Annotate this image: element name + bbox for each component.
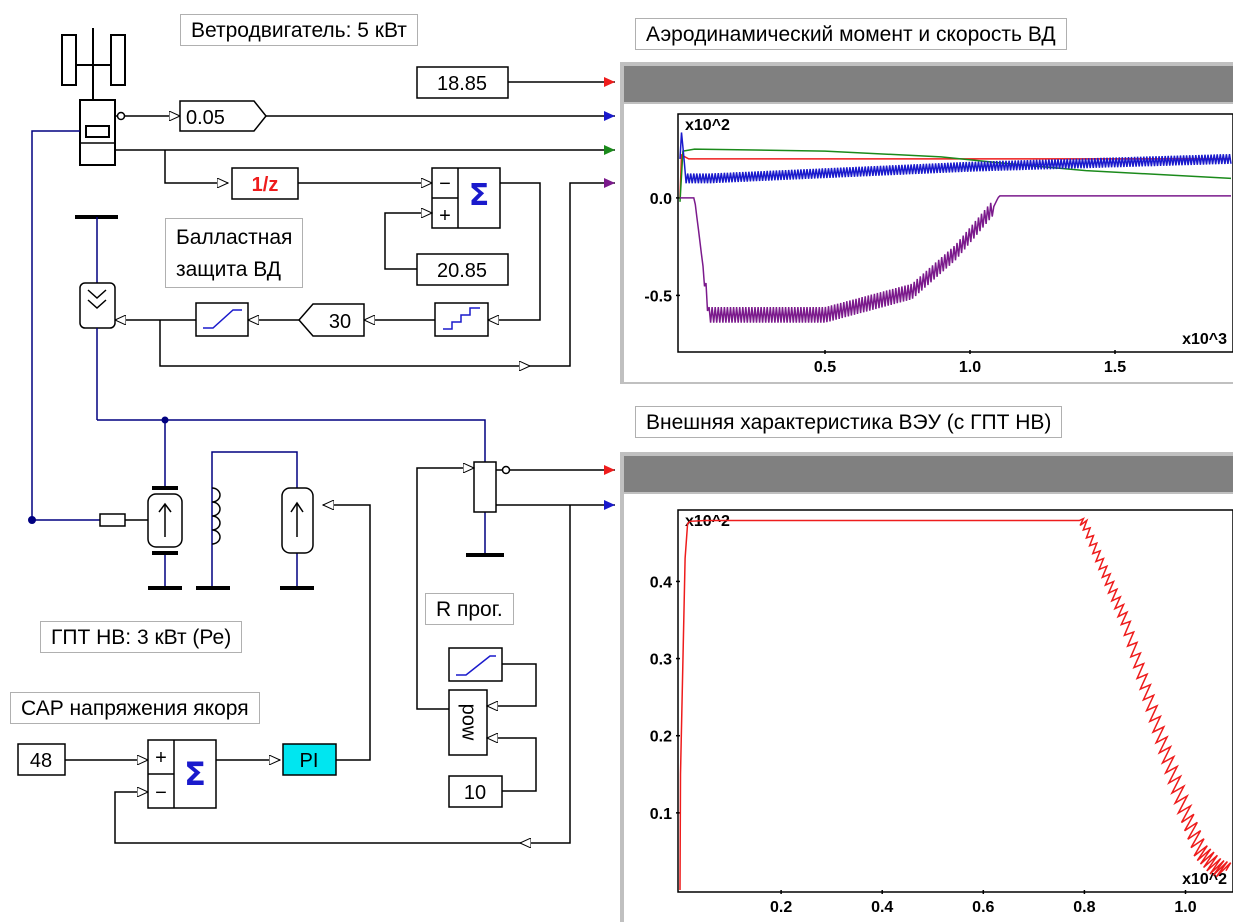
sum-lower-symbol: Σ	[184, 755, 206, 793]
sum-upper-plus: +	[439, 205, 451, 227]
load-resistor[interactable]	[473, 461, 511, 513]
series-line-green	[679, 148, 1232, 202]
pow-block[interactable]: pow	[448, 689, 488, 756]
series-line-red	[679, 153, 1231, 198]
x-multiplier-label: x10^3	[1182, 331, 1227, 348]
load-wiring	[114, 468, 615, 843]
y-tick-label: 0.4	[650, 574, 672, 591]
x-tick-label: 0.8	[1073, 899, 1095, 916]
constant-48-value: 48	[30, 750, 52, 772]
scope-1[interactable]: 0.0 -0.5 0.5 1.0 1.5 x10^2 x10^3	[620, 62, 1233, 384]
ground-symbols	[148, 553, 504, 590]
sum-upper-minus: −	[439, 173, 451, 195]
ramp-block[interactable]	[448, 647, 503, 682]
y-tick-label: 0.2	[650, 729, 672, 746]
ballast-protection-label: Балластная защита ВД	[165, 218, 304, 288]
saturation-block[interactable]	[195, 302, 249, 337]
sum-upper-symbol: Σ	[469, 178, 490, 213]
scope-2-chart: 0.4 0.3 0.2 0.1 0.2 0.4 0.6 0.8 1.0 x10^2 x10^2	[650, 513, 1232, 916]
constant-20-85-value: 20.85	[437, 260, 487, 282]
x-tick-label: 1.0	[959, 359, 981, 376]
series-line-blue	[679, 132, 1232, 184]
pi-controller-block[interactable]: PI	[282, 743, 337, 776]
scope-2-titlebar[interactable]	[624, 456, 1233, 492]
x-multiplier-label: x10^2	[1182, 871, 1227, 888]
ballast-switch[interactable]	[75, 215, 118, 420]
series-line-red	[679, 517, 1232, 891]
y-multiplier-label: x10^2	[685, 513, 730, 530]
wind-turbine-title: Ветродвигатель: 5 кВт	[180, 14, 418, 46]
unit-delay-label: 1/z	[252, 174, 279, 196]
pi-output-wire	[323, 505, 371, 761]
sum-block-lower[interactable]: + − Σ	[147, 739, 217, 809]
gain-30-value: 30	[329, 311, 351, 333]
ballast-label-line1: Балластная	[176, 226, 293, 249]
field-current-source[interactable]	[281, 487, 314, 554]
dc-circuit-wiring	[97, 419, 486, 588]
constant-48-block[interactable]: 48	[17, 743, 66, 776]
junction-dot	[161, 416, 169, 424]
scope-1-title: Аэродинамический момент и скорость ВД	[635, 18, 1067, 50]
wind-turbine-icon[interactable]	[61, 28, 126, 166]
y-multiplier-label: x10^2	[685, 117, 730, 134]
sum-lower-plus: +	[155, 747, 167, 769]
y-tick-label: 0.1	[650, 806, 672, 823]
scope-1-titlebar[interactable]	[624, 66, 1233, 102]
gain-30-block[interactable]: 30	[298, 303, 365, 337]
sum-lower-minus: −	[155, 782, 167, 804]
gain-0-05-value: 0.05	[186, 107, 225, 129]
ballast-label-line2: защита ВД	[176, 258, 281, 281]
x-tick-label: 0.5	[814, 359, 836, 376]
y-tick-label: -0.5	[644, 288, 672, 305]
unit-delay-block[interactable]: 1/z	[231, 167, 299, 200]
rprog-wiring	[487, 663, 537, 792]
x-tick-label: 0.4	[871, 899, 893, 916]
y-tick-label: 0.3	[650, 652, 672, 669]
dc-generator-armature[interactable]	[147, 486, 183, 555]
x-tick-label: 0.2	[770, 899, 792, 916]
sum-block-upper[interactable]: − + Σ	[431, 167, 501, 229]
voltage-control-label: САР напряжения якоря	[10, 692, 260, 724]
series-resistor[interactable]	[99, 513, 148, 527]
pi-label: PI	[300, 750, 319, 772]
turbine-wiring	[28, 77, 615, 524]
scope-1-chart: 0.0 -0.5 0.5 1.0 1.5 x10^2 x10^3	[644, 117, 1232, 376]
series-line-purple	[680, 195, 1231, 323]
scope-2-title: Внешняя характеристика ВЭУ (с ГПТ НВ)	[635, 406, 1063, 438]
x-tick-label: 1.5	[1104, 359, 1126, 376]
constant-20-85-block[interactable]: 20.85	[416, 253, 509, 286]
gain-0-05-block[interactable]: 0.05	[179, 100, 267, 132]
constant-10-value: 10	[464, 782, 486, 804]
quantizer-block[interactable]	[434, 302, 489, 337]
x-tick-label: 1.0	[1174, 899, 1196, 916]
dc-generator-label: ГПТ НВ: 3 кВт (Ре)	[40, 621, 243, 653]
scope-2[interactable]: 0.4 0.3 0.2 0.1 0.2 0.4 0.6 0.8 1.0 x10^2 x10^2	[620, 452, 1233, 922]
r-prog-label: R прог.	[425, 593, 514, 625]
y-tick-label: 0.0	[650, 191, 672, 208]
constant-18-85-value: 18.85	[437, 73, 487, 95]
constant-10-block[interactable]: 10	[448, 775, 503, 808]
pow-label: pow	[458, 704, 480, 741]
x-tick-label: 0.6	[972, 899, 994, 916]
field-winding[interactable]	[211, 487, 221, 545]
constant-18-85-block[interactable]: 18.85	[416, 66, 509, 99]
ballast-wiring	[115, 178, 615, 366]
